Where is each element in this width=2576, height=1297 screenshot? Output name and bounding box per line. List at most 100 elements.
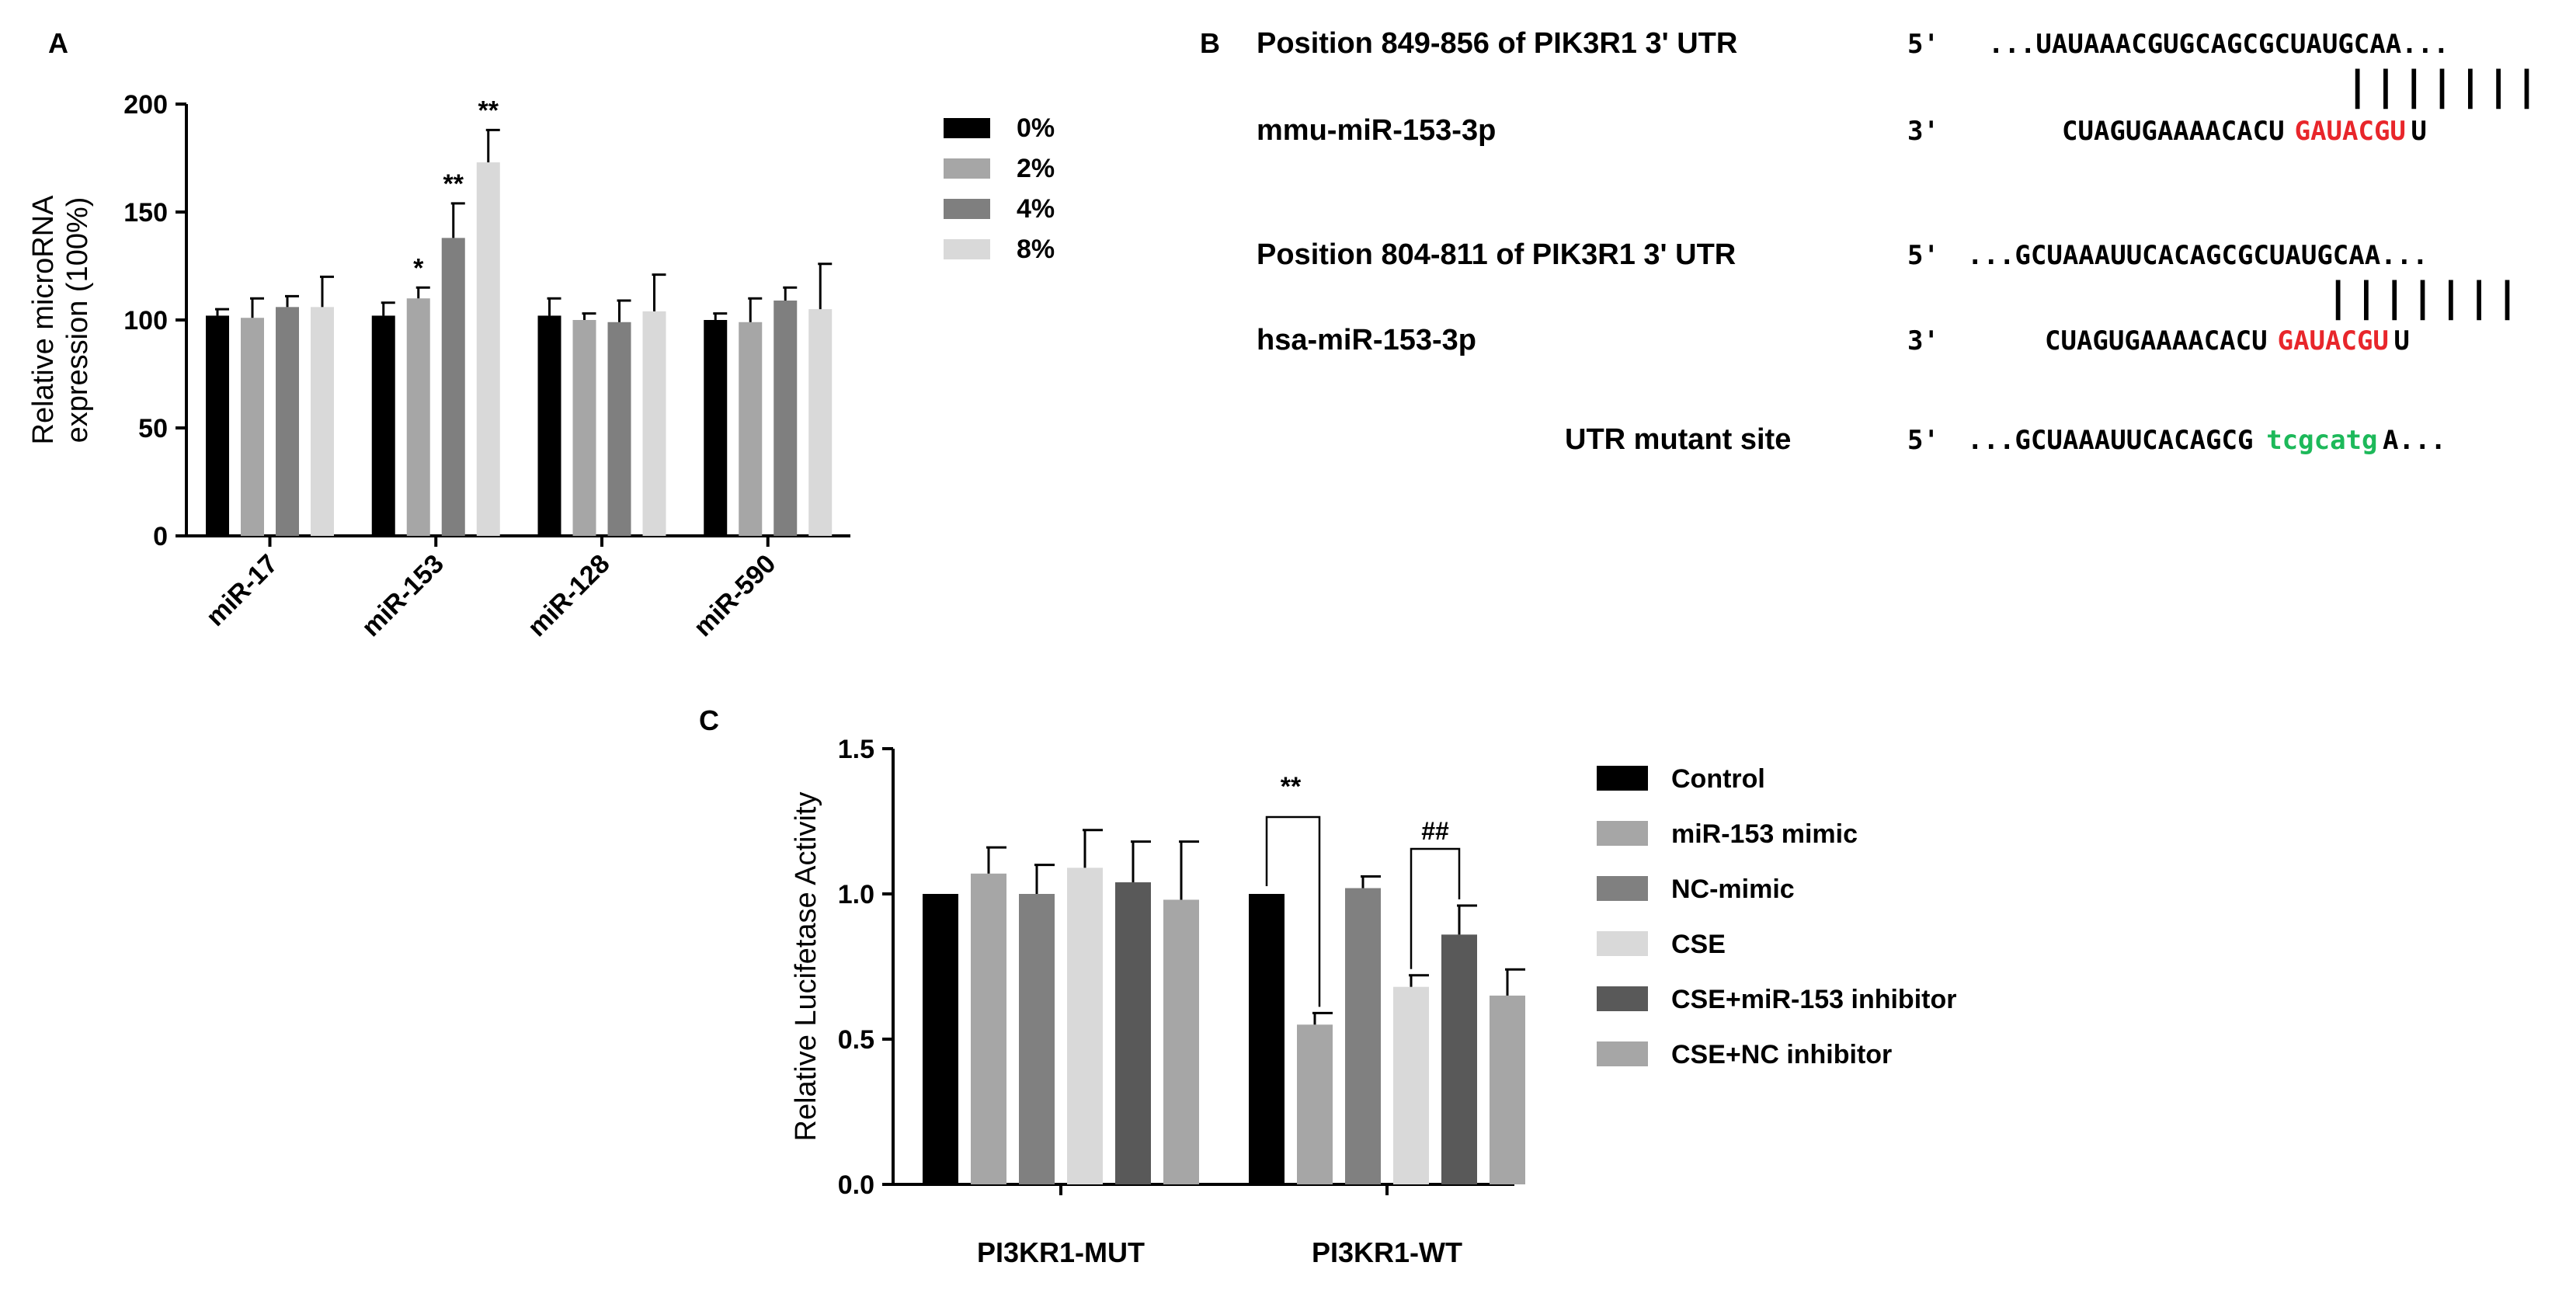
chart-a: 0 50 100 150 200 Relative microRNA expression … [27, 90, 1055, 642]
strand-end: 5' [1907, 240, 1939, 271]
panel-b-label: B [1200, 27, 1220, 59]
sequence-segment: GAUACGU [2295, 116, 2406, 147]
y-axis-label: Relative Lucifetase Activity [790, 792, 822, 1142]
y-tick-label: 200 [123, 90, 168, 120]
legend-swatch [1597, 876, 1648, 901]
y-axis-label: expression (100%) [61, 197, 94, 443]
significance-bracket [1410, 847, 1461, 969]
legend-label: 2% [1017, 154, 1055, 183]
sequence-segment: U [2393, 325, 2409, 356]
significance-label: ** [443, 169, 464, 199]
bar [704, 320, 728, 536]
panel-a-label: A [48, 27, 68, 59]
bar [1249, 894, 1285, 1184]
bar [607, 322, 631, 536]
legend-swatch [1597, 821, 1648, 846]
bar [1067, 868, 1103, 1184]
y-axis-label: Relative microRNA [27, 195, 60, 445]
legend-swatch [1597, 931, 1648, 956]
bar [241, 318, 264, 536]
bar [206, 315, 229, 536]
significance-bracket [1265, 815, 1321, 1007]
x-tick-label: miR-153 [356, 549, 449, 642]
panel-c-label: C [699, 704, 719, 736]
y-tick-label: 0.5 [838, 1025, 874, 1055]
legend-label: NC-mimic [1671, 875, 1795, 904]
x-tick-label: miR-128 [522, 549, 615, 642]
y-tick-label: 100 [123, 306, 168, 336]
y-tick-label: 0 [153, 522, 168, 551]
y-tick-label: 1.0 [838, 880, 874, 909]
sequence-segment: CUAGUGAAAACACU [2062, 116, 2285, 147]
pairing-bars: ||||||| [2345, 63, 2543, 110]
strand-end: 3' [1907, 116, 1939, 147]
row-name: Position 849-856 of PIK3R1 3' UTR [1257, 27, 1737, 60]
sequence-segment: ...GCUAAAUUCACAGCGCUAUGCAA... [1967, 240, 2428, 271]
bar [537, 315, 561, 536]
bar [808, 309, 833, 536]
row-name: UTR mutant site [1565, 423, 1791, 456]
legend-swatch [944, 158, 990, 179]
significance-label: ## [1421, 817, 1449, 845]
sequence-segment: ...UAUAAACGUGCAGCGCUAUGCAA... [1988, 29, 2449, 60]
y-tick-label: 50 [138, 414, 168, 443]
legend-label: miR-153 mimic [1671, 819, 1858, 849]
bar [1345, 888, 1381, 1184]
y-tick-label: 150 [123, 198, 168, 228]
legend-swatch [1597, 986, 1648, 1011]
legend-swatch [944, 118, 990, 138]
legend-label: CSE+NC inhibitor [1671, 1040, 1892, 1069]
strand-end: 5' [1907, 425, 1939, 456]
sequence-segment: tcgcatg [2266, 425, 2377, 456]
significance-label: ** [1281, 772, 1302, 801]
bar [971, 873, 1006, 1184]
legend-label: CSE+miR-153 inhibitor [1671, 985, 1956, 1014]
strand-end: 3' [1907, 325, 1939, 356]
bar [311, 307, 334, 536]
x-tick-label: PI3KR1-WT [1312, 1236, 1462, 1268]
bar [441, 238, 465, 536]
bar [371, 315, 395, 536]
legend-label: 8% [1017, 235, 1055, 264]
bar [572, 320, 596, 536]
legend-label: CSE [1671, 930, 1726, 959]
row-name: mmu-miR-153-3p [1257, 114, 1496, 147]
bar [276, 307, 299, 536]
bar [1163, 899, 1199, 1184]
bar [773, 300, 798, 536]
significance-label: ** [478, 96, 499, 125]
legend-swatch [1597, 766, 1648, 791]
legend-label: Control [1671, 764, 1765, 794]
sequence-segment: GAUACGU [2278, 325, 2389, 356]
bar [642, 311, 666, 536]
pairing-bars: ||||||| [2326, 274, 2523, 321]
bar [1019, 894, 1055, 1184]
legend-label: 0% [1017, 113, 1055, 143]
legend-swatch [944, 239, 990, 259]
sequence-segment: ...GCUAAAUUCACAGCG [1967, 425, 2253, 456]
chart-c: 0.0 0.5 1.0 1.5 Relative Lucifetase Activity… [790, 735, 1956, 1268]
x-tick-label: PI3KR1-MUT [977, 1236, 1145, 1268]
bar [1490, 995, 1525, 1184]
bar [1115, 882, 1151, 1184]
bar [1393, 986, 1429, 1184]
y-tick-label: 0.0 [838, 1170, 874, 1200]
y-tick-label: 1.5 [838, 735, 874, 764]
bar [1297, 1024, 1333, 1184]
bar [923, 894, 958, 1184]
bar [476, 162, 500, 536]
sequence-alignment-panel: Position 849-856 of PIK3R1 3' UTR 5' ...UA… [1257, 27, 2543, 456]
x-tick-label: miR-17 [200, 549, 283, 632]
bar [739, 322, 763, 536]
legend-swatch [1597, 1041, 1648, 1066]
legend-label: 4% [1017, 194, 1055, 224]
sequence-segment: CUAGUGAAAACACU [2045, 325, 2268, 356]
legend-swatch [944, 199, 990, 219]
strand-end: 5' [1907, 29, 1939, 60]
bar [406, 298, 430, 536]
sequence-segment: A... [2383, 425, 2446, 456]
row-name: Position 804-811 of PIK3R1 3' UTR [1257, 238, 1736, 271]
bar [1441, 934, 1477, 1184]
x-tick-label: miR-590 [688, 549, 781, 642]
